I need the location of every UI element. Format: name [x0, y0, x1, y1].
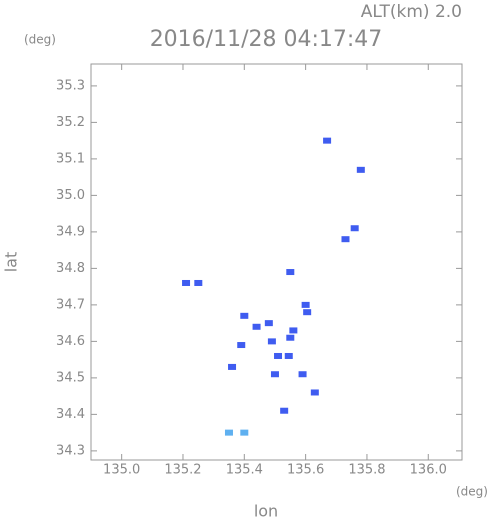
y-tick-label: 35.3 [56, 78, 85, 93]
echo-point [270, 371, 279, 378]
echo-point [286, 269, 295, 276]
echo-point [341, 236, 350, 243]
x-axis-label: lon [254, 502, 278, 521]
echo-point [228, 363, 237, 370]
echo-point [356, 166, 365, 173]
echo-point [310, 389, 319, 396]
echo-point [280, 407, 289, 414]
echo-point [237, 342, 246, 349]
y-tick-label: 34.5 [56, 370, 85, 385]
x-unit: (deg) [456, 485, 488, 499]
echo-point [303, 309, 312, 316]
y-tick-label: 34.6 [56, 334, 85, 349]
x-tick-label: 135.6 [287, 463, 324, 478]
echo-point [274, 352, 283, 359]
echo-point [286, 334, 295, 341]
x-tick-label: 135.2 [164, 463, 201, 478]
x-tick-label: 135.0 [103, 463, 140, 478]
echo-point [323, 137, 332, 144]
echo-point [252, 323, 261, 330]
echo-point [240, 312, 249, 319]
echo-point [240, 429, 249, 436]
echo-point [264, 320, 273, 327]
y-tick-label: 34.8 [56, 261, 85, 276]
echo-point [301, 301, 310, 308]
x-tick-label: 135.4 [226, 463, 263, 478]
y-tick-label: 34.3 [56, 443, 85, 458]
x-tick-label: 135.8 [348, 463, 385, 478]
plot-frame [90, 63, 463, 461]
echo-point [289, 327, 298, 334]
echo-point [298, 371, 307, 378]
echo-point [350, 225, 359, 232]
chart-title: 2016/11/28 04:17:47 [150, 27, 383, 52]
y-tick-label: 34.4 [56, 407, 85, 422]
y-tick-label: 35.2 [56, 115, 85, 130]
echo-point [194, 279, 203, 286]
y-tick-label: 35.1 [56, 151, 85, 166]
y-tick-label: 34.9 [56, 224, 85, 239]
y-tick-label: 35.0 [56, 188, 85, 203]
echo-point [182, 279, 191, 286]
echo-point [224, 429, 233, 436]
echo-point [284, 352, 293, 359]
y-unit: (deg) [24, 33, 56, 47]
x-tick-label: 136.0 [410, 463, 447, 478]
echo-point [267, 338, 276, 345]
y-axis-label: lat [2, 252, 21, 273]
chart-subtitle: ALT(km) 2.0 [361, 2, 462, 22]
y-tick-label: 34.7 [56, 297, 85, 312]
